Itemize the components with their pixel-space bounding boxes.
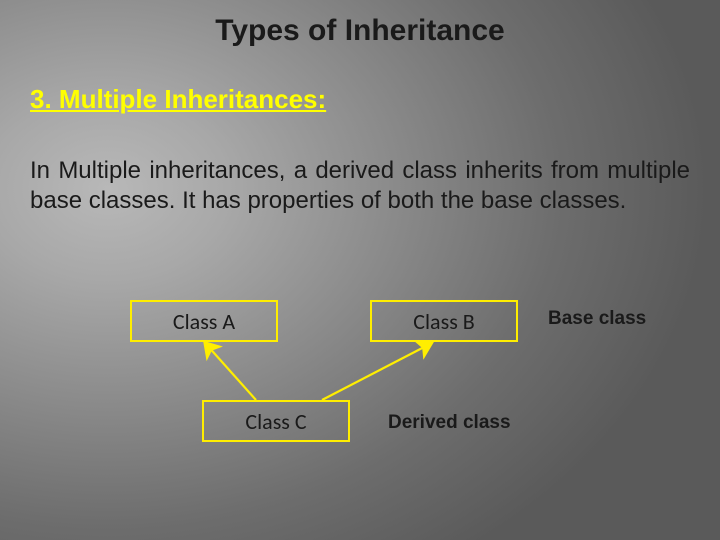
- inheritance-arrows: [0, 300, 720, 500]
- slide: Types of Inheritance 3. Multiple Inherit…: [0, 0, 720, 540]
- slide-subheading: 3. Multiple Inheritances:: [30, 84, 326, 115]
- slide-title: Types of Inheritance: [0, 14, 720, 48]
- base-class-label: Base class: [548, 308, 646, 330]
- derived-class-label: Derived class: [388, 412, 511, 434]
- class-b-box: Class B: [370, 300, 518, 342]
- class-a-box: Class A: [130, 300, 278, 342]
- edge-c-to-a: [206, 344, 256, 400]
- edge-c-to-b: [322, 344, 430, 400]
- slide-body-text: In Multiple inheritances, a derived clas…: [30, 156, 690, 216]
- inheritance-diagram: Class A Class B Class C Base class Deriv…: [0, 300, 720, 500]
- class-c-box: Class C: [202, 400, 350, 442]
